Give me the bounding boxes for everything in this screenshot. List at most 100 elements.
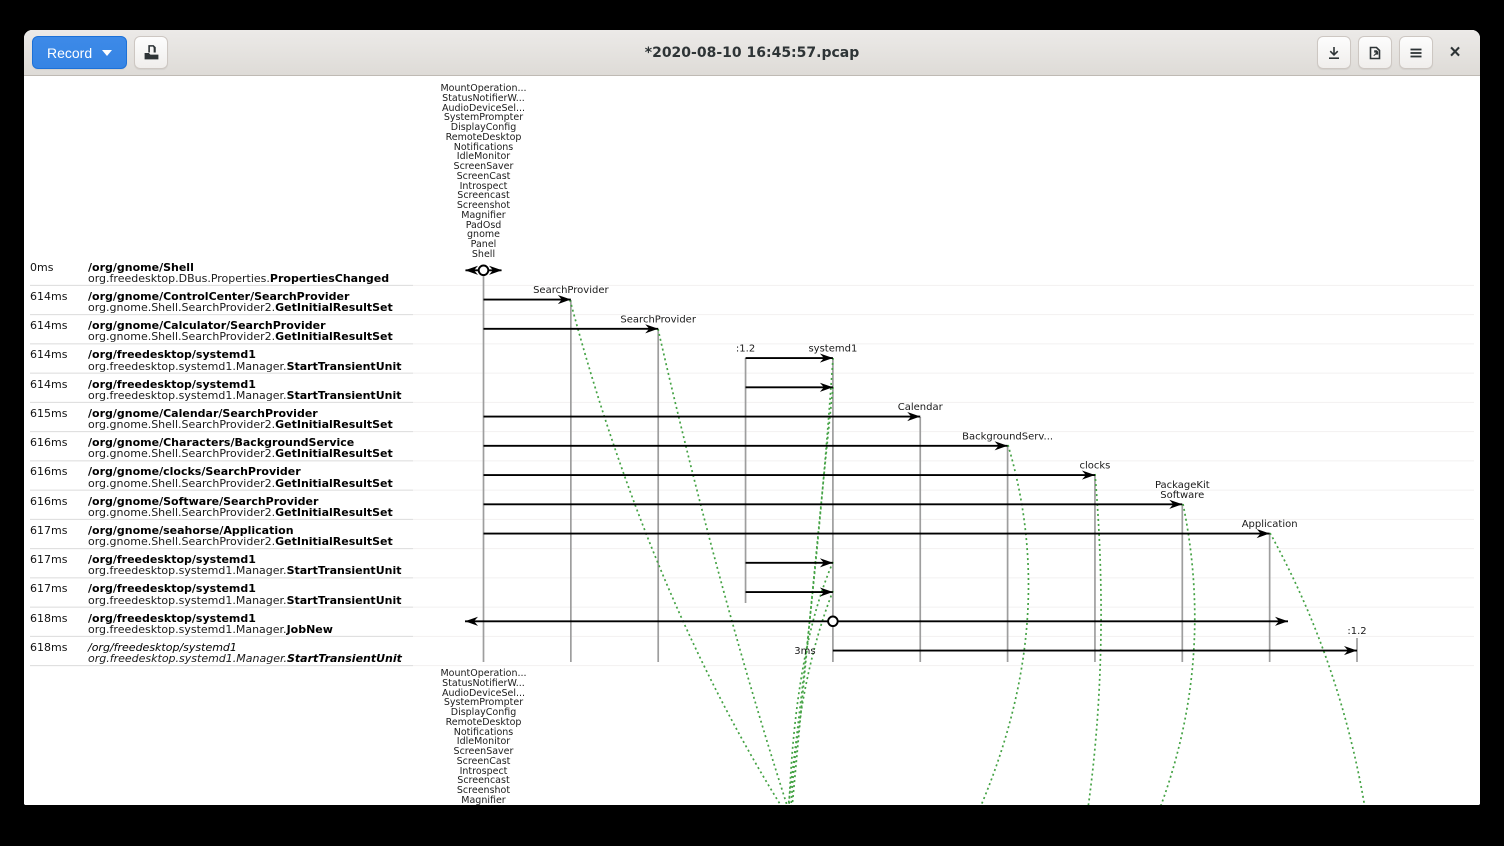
event-interface: org.gnome.Shell.SearchProvider2.GetIniti… [88, 505, 393, 519]
stack-label: StatusNotifierW... [442, 677, 525, 689]
event-member: GetInitialResultSet [275, 535, 393, 549]
stack-label: Notifications [453, 141, 514, 153]
bustle-window: Record *2020-08-10 16:45:57.pcap [24, 30, 1480, 805]
event-path: /org/gnome/clocks/SearchProvider [88, 465, 301, 479]
event-interface: org.gnome.Shell.SearchProvider2.GetIniti… [88, 535, 393, 549]
stack-label: DisplayConfig [450, 707, 517, 718]
save-button[interactable] [1317, 36, 1351, 69]
event-detail: /org/gnome/clocks/SearchProvider org.gnom… [88, 466, 393, 489]
event-detail: /org/freedesktop/systemd1 org.freedesktop… [88, 554, 401, 577]
stack-label: Screenshot [456, 200, 511, 211]
event-member: GetInitialResultSet [275, 301, 393, 315]
event-path: /org/freedesktop/systemd1 [88, 348, 256, 362]
diagram-label: Software [1160, 490, 1204, 501]
event-member: GetInitialResultSet [275, 447, 393, 461]
event-path: /org/gnome/Shell [88, 260, 194, 274]
diagram-label: Application [1242, 519, 1298, 530]
headerbar-left: Record [24, 36, 169, 69]
stack-label: ScreenSaver [453, 746, 514, 757]
event-member: GetInitialResultSet [275, 418, 393, 432]
event-time: 614ms [30, 289, 68, 303]
event-member: JobNew [286, 622, 333, 636]
diagram-label: systemd1 [808, 344, 857, 355]
event-path: /org/freedesktop/systemd1 [88, 611, 256, 625]
download-icon [1329, 46, 1339, 59]
event-member: GetInitialResultSet [275, 330, 393, 344]
diagram-label: 3ms [794, 646, 815, 657]
export-button[interactable] [1358, 36, 1392, 69]
stack-label: Magnifier [461, 209, 506, 221]
event-path: /org/gnome/ControlCenter/SearchProvider [88, 289, 350, 303]
event-time: 616ms [30, 436, 68, 449]
event-detail: /org/freedesktop/systemd1 org.freedesktop… [88, 642, 402, 665]
event-member: StartTransientUnit [286, 359, 402, 373]
event-time: 618ms [30, 640, 68, 654]
service-member-stack-top: MountOperation... StatusNotifierW... Audio… [440, 84, 526, 260]
event-interface: org.freedesktop.systemd1.Manager.StartTr… [88, 359, 402, 373]
event-member: StartTransientUnit [286, 388, 402, 402]
event-interface: org.freedesktop.systemd1.Manager.StartTr… [88, 652, 402, 666]
stack-label: Panel [470, 239, 497, 250]
event-time: 614ms [30, 319, 68, 332]
event-detail: /org/freedesktop/systemd1 org.freedesktop… [88, 583, 401, 606]
open-icon [144, 45, 159, 60]
event-time: 614ms [30, 377, 68, 391]
stack-label: DisplayConfig [450, 122, 517, 133]
event-time: 614ms [30, 348, 68, 362]
event-detail: /org/gnome/Calendar/SearchProvider org.gn… [88, 408, 393, 431]
event-path: /org/freedesktop/systemd1 [88, 553, 256, 566]
diagram-label: BackgroundServ... [962, 431, 1053, 442]
stack-label: StatusNotifierW... [442, 92, 525, 104]
event-interface: org.gnome.Shell.SearchProvider2.GetIniti… [88, 301, 393, 315]
stack-label: SystemPrompter [443, 697, 524, 709]
event-member: StartTransientUnit [286, 652, 402, 666]
event-detail: /org/gnome/Calculator/SearchProvider org.… [88, 320, 393, 343]
event-interface: org.freedesktop.systemd1.Manager.StartTr… [88, 593, 402, 607]
stack-label: MountOperation... [440, 83, 527, 94]
event-time: 617ms [30, 553, 68, 566]
event-detail: /org/gnome/seahorse/Application org.gnome… [88, 525, 393, 548]
diagram-canvas[interactable]: SearchProvider SearchProvider systemd1:1.2… [24, 76, 1480, 805]
event-detail: /org/gnome/Software/SearchProvider org.gn… [88, 495, 393, 519]
stack-label: Magnifier [461, 794, 506, 805]
event-time: 616ms [30, 494, 68, 508]
stack-label: ScreenCast [456, 755, 511, 767]
diagram-label: SearchProvider [533, 285, 609, 296]
diagram-label: clocks [1079, 461, 1110, 472]
close-button[interactable]: × [1440, 36, 1470, 69]
event-interface: org.freedesktop.systemd1.Manager.JobNew [88, 622, 333, 636]
event-member: GetInitialResultSet [275, 505, 393, 519]
stack-label: MountOperation... [440, 668, 527, 679]
stack-label: Shell [471, 248, 496, 260]
event-interface: org.freedesktop.DBus.Properties.Properti… [88, 271, 390, 285]
record-button-label: Record [47, 44, 93, 61]
hamburger-menu-icon [1410, 48, 1422, 57]
event-interface: org.gnome.Shell.SearchProvider2.GetIniti… [88, 418, 393, 432]
event-member: StartTransientUnit [286, 564, 402, 578]
event-member: StartTransientUnit [286, 593, 402, 607]
stack-label: ScreenCast [456, 170, 511, 182]
stack-label: Screencast [457, 190, 510, 202]
event-time: 617ms [30, 523, 68, 537]
stack-label: AudioDeviceSel... [441, 687, 526, 699]
menu-button[interactable] [1399, 36, 1433, 69]
event-detail: /org/gnome/Shell org.freedesktop.DBus.Pro… [88, 260, 390, 285]
stack-label: RemoteDesktop [445, 716, 522, 728]
sequence-diagram: SearchProvider SearchProvider systemd1:1.2… [30, 264, 1474, 805]
event-path: /org/gnome/Calendar/SearchProvider [88, 406, 318, 420]
stack-label: SystemPrompter [443, 112, 524, 124]
document-arrow-icon [1369, 46, 1381, 59]
event-path: /org/gnome/seahorse/Application [88, 523, 294, 537]
headerbar-right: × [1317, 36, 1480, 69]
event-member: GetInitialResultSet [275, 476, 393, 490]
event-member: PropertiesChanged [269, 271, 390, 285]
event-interface: org.gnome.Shell.SearchProvider2.GetIniti… [88, 476, 393, 490]
event-time: 618ms [30, 611, 68, 625]
event-path: /org/freedesktop/systemd1 [88, 640, 237, 654]
event-interface: org.freedesktop.systemd1.Manager.StartTr… [88, 388, 402, 402]
event-detail: /org/freedesktop/systemd1 org.freedesktop… [88, 349, 401, 372]
diagram-label: :1.2 [736, 344, 755, 355]
open-button[interactable] [134, 36, 169, 69]
event-interface: org.freedesktop.systemd1.Manager.StartTr… [88, 564, 402, 578]
record-button[interactable]: Record [32, 36, 128, 69]
